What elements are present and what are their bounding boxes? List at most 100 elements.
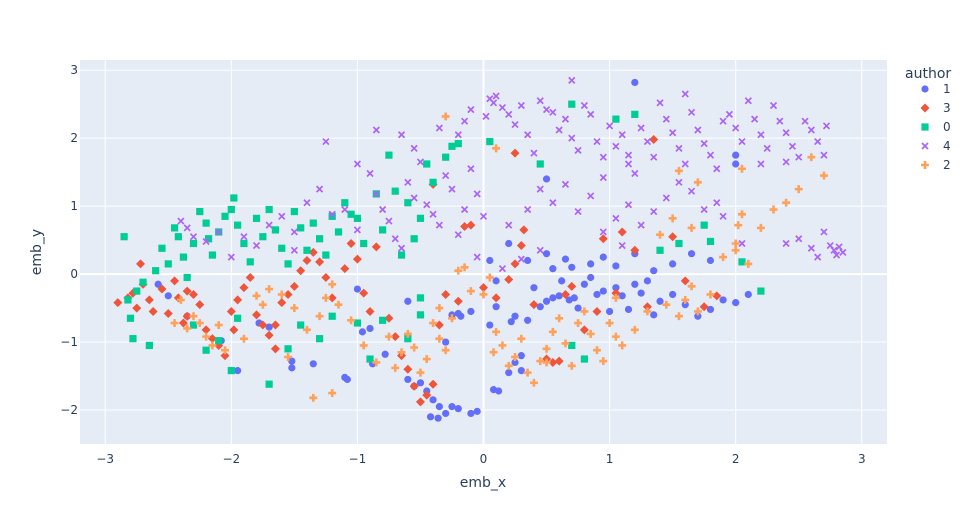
data-point — [371, 242, 381, 252]
data-point — [687, 250, 696, 258]
data-point — [504, 361, 513, 370]
data-point — [495, 387, 503, 395]
data-point — [460, 205, 469, 214]
x-axis-title: emb_x — [460, 475, 506, 491]
data-point — [202, 219, 210, 227]
data-point — [183, 224, 191, 232]
data-point — [649, 135, 659, 145]
data-point — [133, 287, 141, 295]
data-point — [687, 223, 696, 232]
data-point — [176, 295, 185, 304]
data-point — [322, 251, 330, 259]
data-point — [416, 311, 425, 319]
data-point — [271, 226, 280, 234]
data-point — [120, 233, 128, 241]
data-point — [270, 320, 280, 330]
data-point — [365, 306, 375, 316]
data-point — [391, 187, 399, 195]
data-point — [334, 300, 343, 309]
data-point — [819, 171, 828, 180]
data-point — [170, 276, 180, 286]
legend-item-4[interactable]: 4 — [921, 139, 951, 153]
data-point — [379, 205, 387, 214]
data-point — [839, 248, 847, 256]
data-point — [580, 101, 588, 110]
data-point — [486, 321, 494, 329]
data-point — [460, 222, 470, 232]
data-point — [687, 187, 696, 195]
data-point — [631, 78, 639, 87]
y-tick-label: 1 — [70, 199, 78, 213]
data-point — [290, 228, 298, 236]
data-point — [132, 303, 142, 313]
data-point — [795, 153, 803, 161]
data-point — [738, 258, 746, 266]
data-point — [593, 290, 601, 299]
data-point — [220, 351, 230, 361]
data-point — [202, 332, 211, 341]
data-point — [264, 330, 274, 340]
data-point — [763, 144, 771, 152]
data-point — [814, 253, 822, 261]
y-tick-label: 2 — [70, 131, 78, 145]
data-point — [555, 292, 563, 300]
data-point — [359, 288, 369, 298]
data-point — [574, 319, 583, 327]
data-point — [188, 289, 198, 299]
data-point — [776, 117, 784, 125]
data-point — [568, 263, 576, 271]
data-point — [454, 405, 462, 413]
data-point — [284, 260, 292, 268]
data-point — [599, 153, 607, 161]
data-point — [738, 137, 746, 146]
data-point — [448, 314, 456, 323]
legend-item-3[interactable]: 3 — [920, 101, 951, 115]
data-point — [517, 255, 525, 263]
data-point — [687, 282, 696, 291]
data-point — [807, 244, 815, 252]
data-point — [681, 301, 689, 309]
data-point — [555, 126, 563, 134]
data-point — [681, 90, 689, 98]
data-point — [618, 341, 627, 350]
data-point — [426, 413, 435, 421]
data-point — [599, 357, 608, 366]
data-point — [542, 250, 551, 258]
data-point — [448, 403, 456, 411]
data-point — [240, 239, 248, 248]
data-point — [611, 288, 621, 298]
x-tick-label: 2 — [732, 452, 740, 466]
data-point — [302, 255, 312, 265]
x-tick-label: −2 — [222, 452, 240, 466]
data-point — [308, 247, 318, 257]
data-point — [486, 137, 494, 146]
data-point — [630, 245, 640, 255]
legend-marker — [921, 123, 929, 131]
legend-item-1[interactable]: 1 — [921, 82, 951, 96]
data-point — [353, 319, 362, 327]
data-point — [435, 124, 443, 132]
data-point — [700, 139, 708, 148]
data-point — [529, 378, 538, 387]
data-point — [505, 110, 513, 118]
series-1 — [154, 78, 752, 422]
data-point — [505, 221, 513, 229]
legend-item-0[interactable]: 0 — [921, 120, 951, 134]
data-point — [587, 260, 595, 268]
data-point — [519, 225, 529, 235]
data-point — [738, 164, 746, 173]
data-point — [435, 334, 444, 343]
data-point — [284, 345, 292, 353]
data-point — [492, 277, 500, 285]
series-2 — [170, 112, 828, 402]
data-point — [202, 346, 210, 354]
data-point — [297, 321, 305, 329]
data-point — [215, 228, 223, 236]
data-point — [448, 185, 456, 193]
data-point — [624, 151, 633, 159]
data-point — [404, 297, 412, 305]
data-point — [630, 325, 639, 334]
legend-item-2[interactable]: 2 — [921, 158, 951, 172]
data-point — [423, 201, 431, 209]
